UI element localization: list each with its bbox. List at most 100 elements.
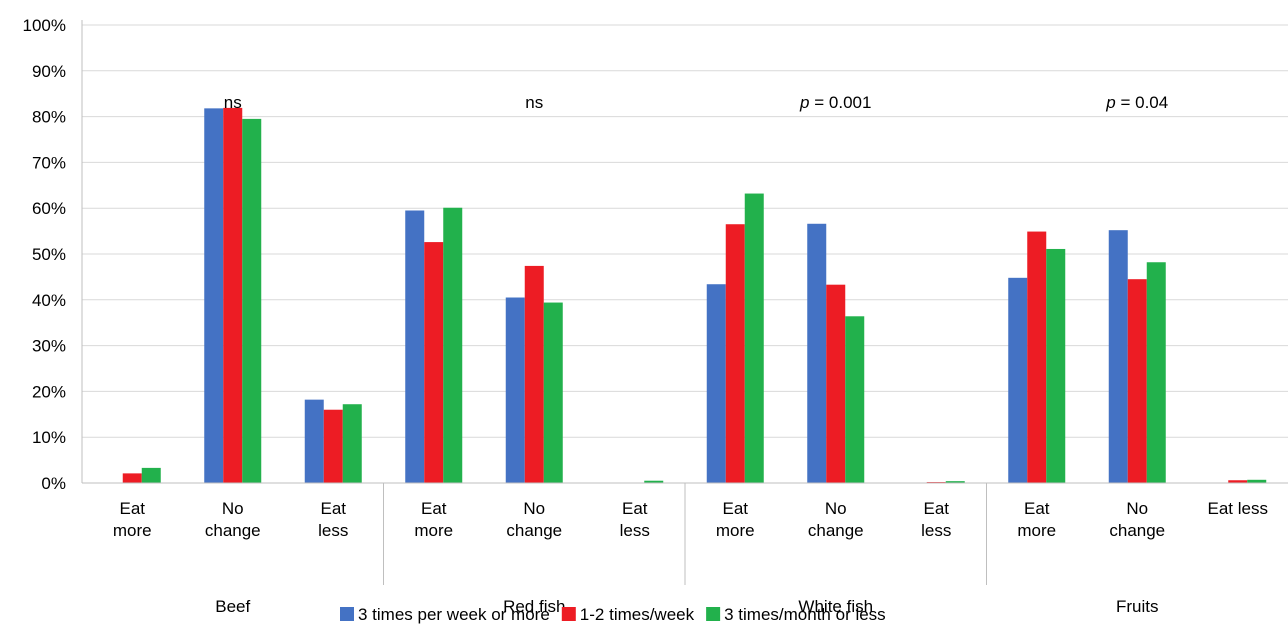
legend-label: 3 times/month or less <box>724 605 886 624</box>
x-tick-label: Eat less <box>318 499 348 540</box>
x-tick-label-line: less <box>318 521 348 540</box>
legend-swatch <box>706 607 721 621</box>
x-tick-label: No change <box>506 499 562 540</box>
significance-annotation: p = 0.04 <box>1105 93 1168 112</box>
x-axis: Eat more No change Eat less Beef Eat more No chang… <box>82 482 1288 616</box>
y-tick-label: 90% <box>32 62 66 81</box>
x-tick-label-line: more <box>113 521 152 540</box>
significance-annotation: ns <box>525 93 543 112</box>
bar <box>204 108 224 483</box>
y-tick-label: 60% <box>32 199 66 218</box>
x-tick-label-line: Eat <box>320 499 346 518</box>
group-label: Fruits <box>1116 597 1159 616</box>
legend-label: 1-2 times/week <box>580 605 695 624</box>
significance-annotation: ns <box>224 93 242 112</box>
x-tick-label-line: Eat <box>1024 499 1050 518</box>
bar <box>505 297 525 483</box>
x-tick-label-line: more <box>716 521 755 540</box>
x-tick-label-line: No <box>1126 499 1148 518</box>
bar <box>524 265 544 483</box>
y-tick-label: 50% <box>32 245 66 264</box>
bar <box>807 223 827 483</box>
bar <box>725 224 745 484</box>
x-tick-label-line: No <box>222 499 244 518</box>
annotation-text: = 0.04 <box>1116 93 1168 112</box>
bar <box>706 284 726 483</box>
bar <box>1127 279 1147 483</box>
x-tick-label-line: Eat <box>421 499 447 518</box>
bar <box>644 480 664 483</box>
y-tick-label: 30% <box>32 337 66 356</box>
group-label: Red fish <box>503 597 565 616</box>
annotation-italic: p <box>1105 93 1115 112</box>
annotations: ns ns p = 0.001 p = 0.04 <box>224 93 1168 112</box>
bar <box>744 193 764 483</box>
x-tick-label: Eat more <box>113 499 152 540</box>
x-tick-label-line: change <box>506 521 562 540</box>
x-tick-label-line: more <box>1017 521 1056 540</box>
bar <box>223 107 243 483</box>
x-tick-label: No change <box>1109 499 1165 540</box>
group-label: White fish <box>798 597 873 616</box>
y-tick-label: 70% <box>32 153 66 172</box>
bar <box>1146 262 1166 483</box>
y-tick-label: 20% <box>32 382 66 401</box>
x-tick-label-line: No <box>523 499 545 518</box>
bar <box>242 118 262 483</box>
bar <box>826 284 846 483</box>
bar <box>845 316 865 483</box>
bar <box>543 302 563 483</box>
x-tick-label: Eat more <box>414 499 453 540</box>
x-tick-label-line: No <box>825 499 847 518</box>
x-tick-label-line: change <box>808 521 864 540</box>
x-tick-label-line: more <box>414 521 453 540</box>
x-tick-label: No change <box>808 499 864 540</box>
bar <box>1046 248 1066 483</box>
bars <box>122 107 1267 484</box>
x-tick-label-line: less <box>620 521 650 540</box>
bar <box>323 409 343 483</box>
x-tick-label: Eat more <box>716 499 755 540</box>
legend-swatch <box>340 607 354 621</box>
bar <box>141 467 161 483</box>
y-tick-label: 100% <box>23 16 66 35</box>
y-axis: 0% 10% 20% 30% 40% 50% 60% 70% 80% 90% 100% <box>23 16 83 493</box>
bar <box>1228 480 1248 483</box>
legend-label: 3 times per week or more <box>358 605 550 624</box>
x-tick-label: Eat less <box>921 499 951 540</box>
y-tick-label: 10% <box>32 428 66 447</box>
y-tick-label: 0% <box>41 474 66 493</box>
bar <box>1247 479 1267 483</box>
bar <box>405 210 425 484</box>
bar <box>1027 231 1047 483</box>
x-tick-label-line: change <box>205 521 261 540</box>
x-tick-label-line: Eat <box>119 499 145 518</box>
x-tick-label-line: Eat <box>622 499 648 518</box>
bar <box>945 481 965 483</box>
x-tick-label: Eat less <box>1208 499 1268 518</box>
legend-swatch <box>561 607 576 621</box>
legend: 3 times per week or more 1-2 times/week 3 … <box>340 605 886 624</box>
y-tick-label: 80% <box>32 108 66 127</box>
gridlines <box>82 24 1288 438</box>
x-tick-label: No change <box>205 499 261 540</box>
bar <box>122 473 142 483</box>
annotation-text: = 0.001 <box>810 93 872 112</box>
x-tick-label-line: Eat <box>923 499 949 518</box>
x-tick-label-line: change <box>1109 521 1165 540</box>
x-tick-label-line: less <box>921 521 951 540</box>
bar <box>424 242 444 483</box>
y-tick-label: 40% <box>32 291 66 310</box>
annotation-italic: p <box>799 93 809 112</box>
bar <box>443 207 463 483</box>
x-tick-label: Eat more <box>1017 499 1056 540</box>
bar <box>304 399 324 483</box>
bar <box>342 404 362 483</box>
significance-annotation: p = 0.001 <box>799 93 871 112</box>
bar <box>1008 277 1028 483</box>
group-label: Beef <box>215 597 250 616</box>
x-tick-label-line: Eat <box>722 499 748 518</box>
x-tick-label-line: Eat less <box>1208 499 1268 518</box>
x-tick-label: Eat less <box>620 499 650 540</box>
